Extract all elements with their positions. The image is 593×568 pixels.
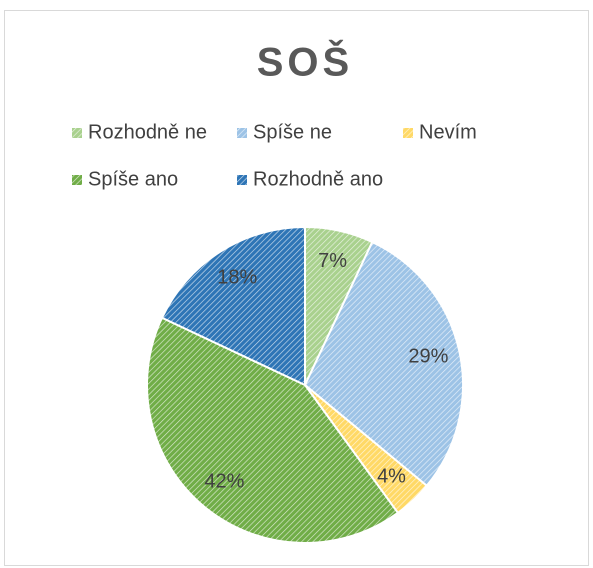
legend-label: Spíše ano (88, 168, 178, 190)
legend-label: Spíše ne (253, 121, 332, 143)
data-label: 7% (318, 250, 347, 272)
data-label: 42% (204, 471, 244, 493)
legend-label: Rozhodně ne (88, 121, 207, 143)
legend-swatch (72, 128, 82, 138)
legend-label: Nevím (419, 121, 477, 143)
data-label: 18% (217, 267, 257, 289)
legend-swatch (237, 128, 247, 138)
data-label: 29% (408, 346, 448, 368)
legend-swatch (237, 175, 247, 185)
data-label: 4% (377, 465, 406, 487)
legend-label: Rozhodně ano (253, 168, 383, 190)
legend-swatch (72, 175, 82, 185)
legend-swatch (403, 128, 413, 138)
chart-title: SOŠ (257, 39, 353, 85)
pie-slice (146, 316, 400, 544)
pie-slice (160, 225, 306, 387)
pie-slice (303, 240, 464, 488)
